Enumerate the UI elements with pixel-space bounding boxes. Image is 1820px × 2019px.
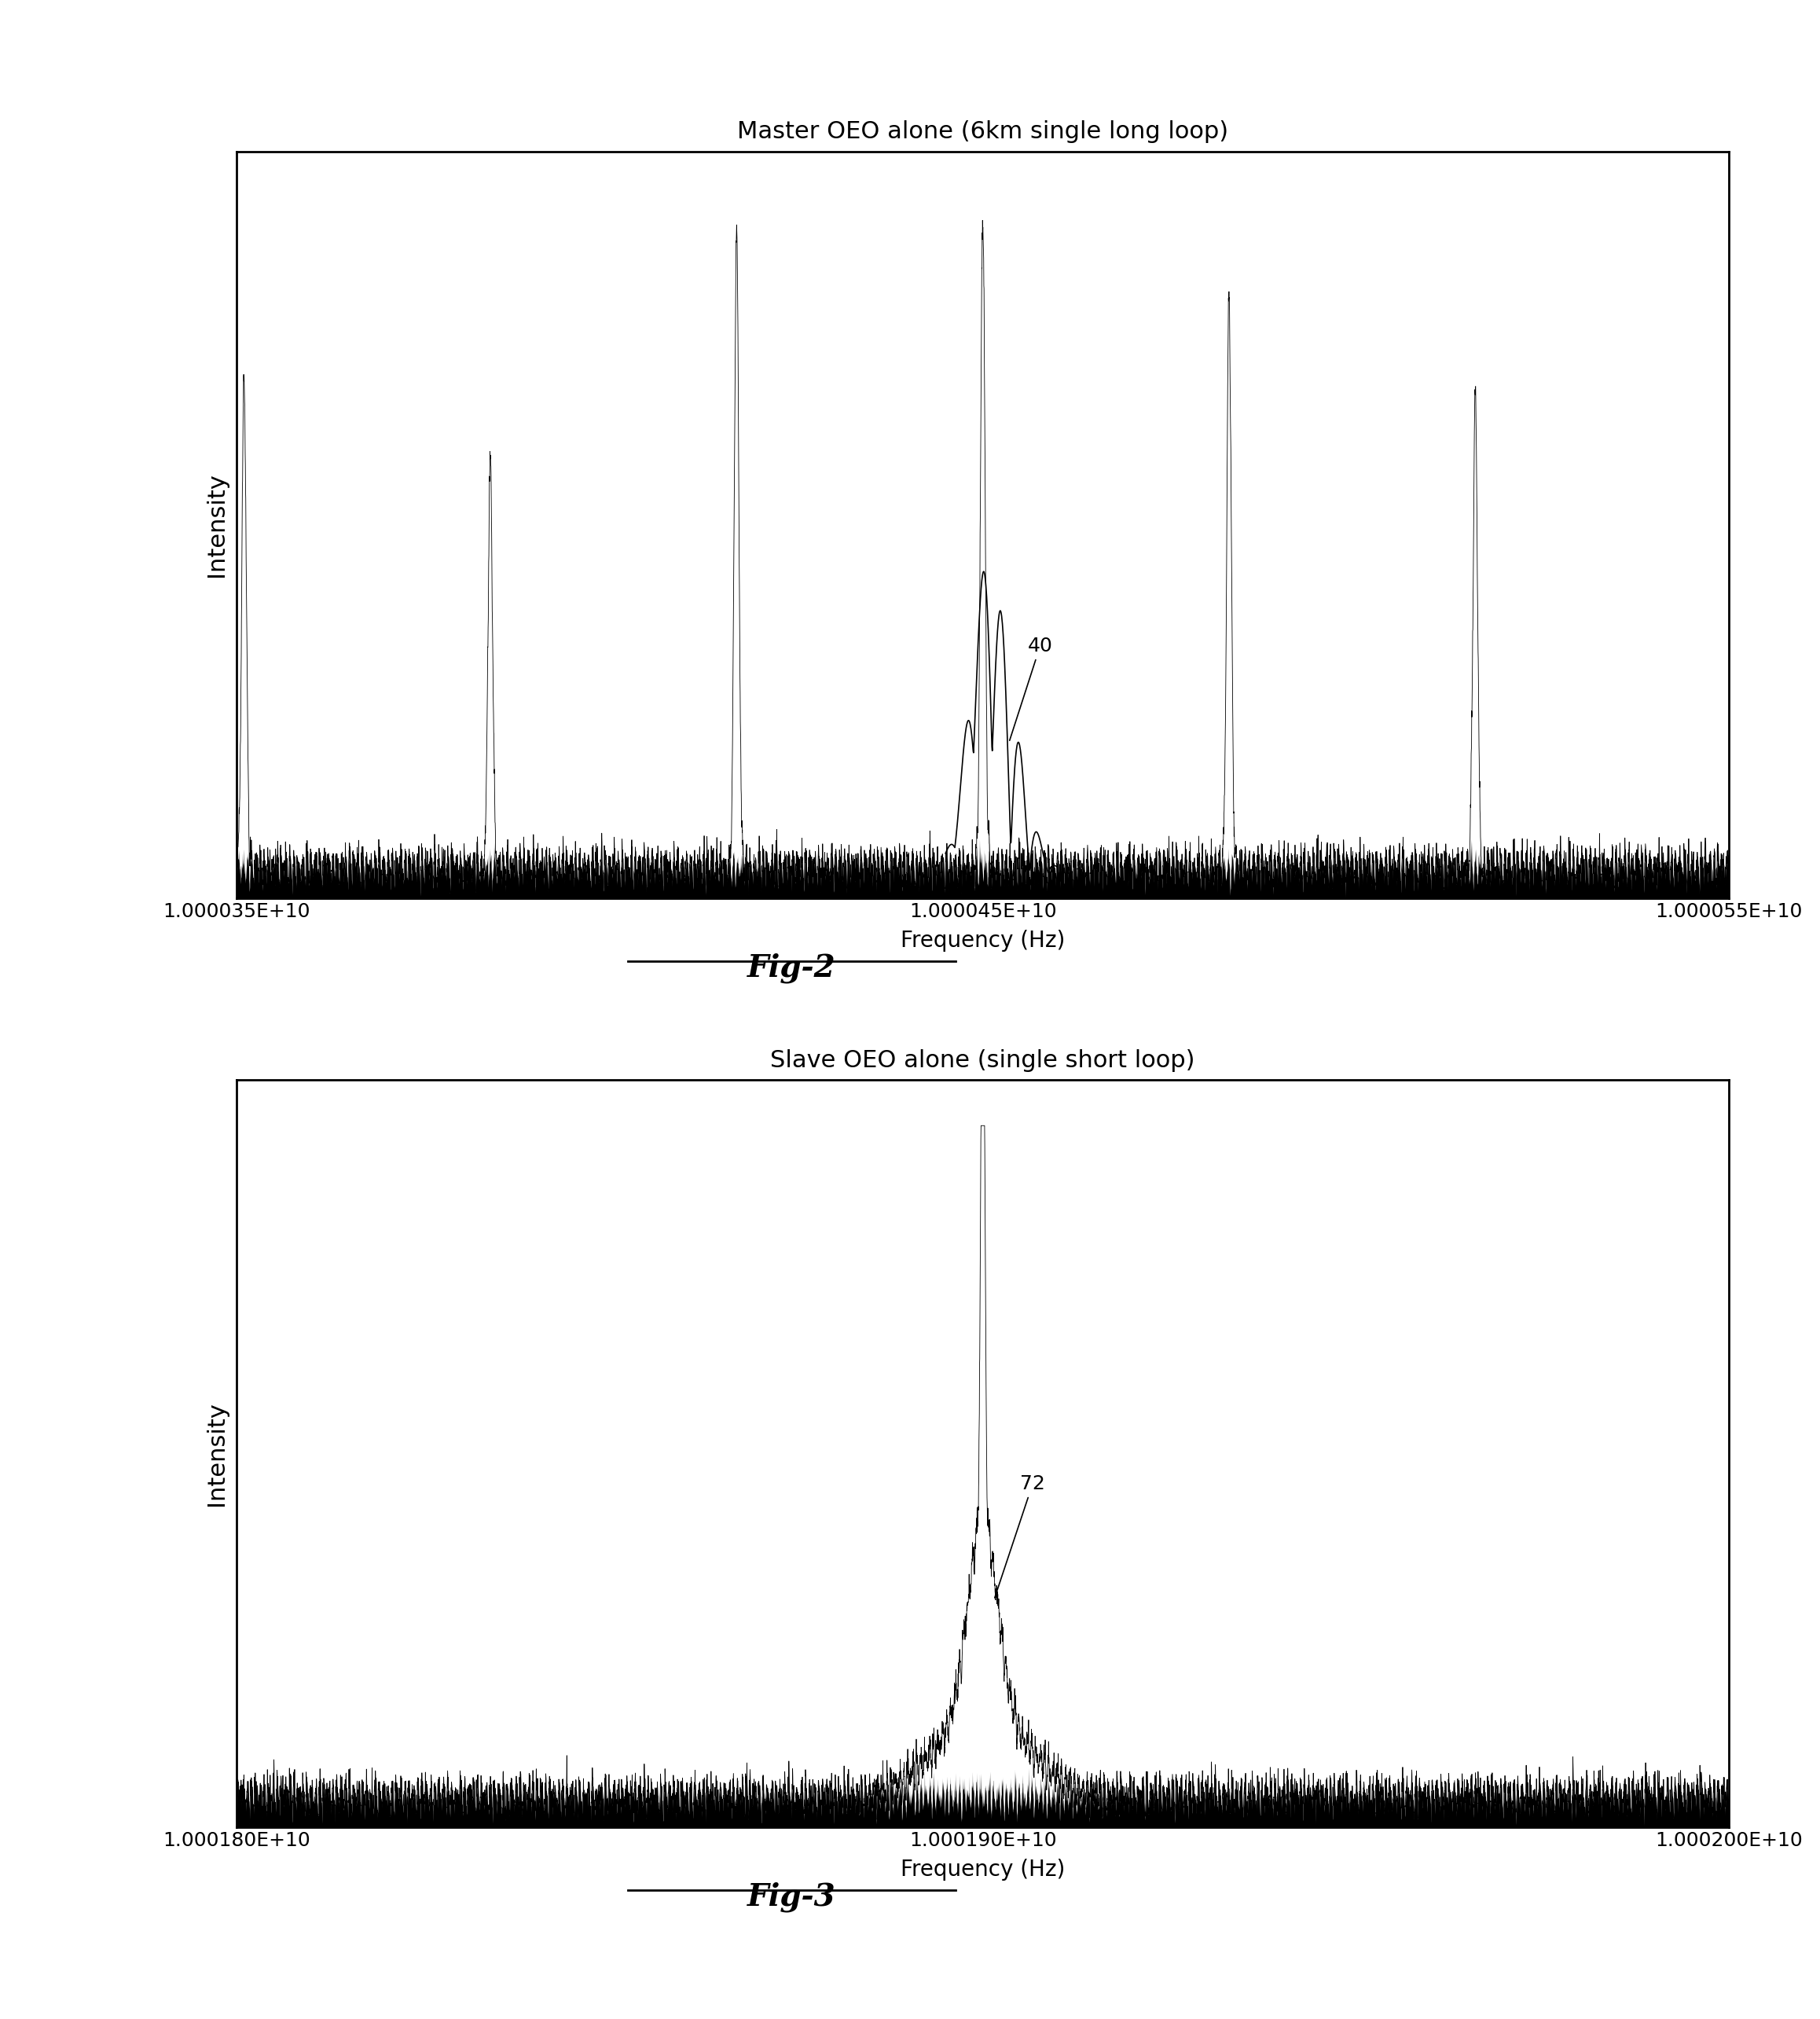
Title: Master OEO alone (6km single long loop): Master OEO alone (6km single long loop) — [737, 121, 1229, 143]
Y-axis label: Intensity: Intensity — [206, 472, 228, 577]
Text: 40: 40 — [1010, 636, 1052, 741]
X-axis label: Frequency (Hz): Frequency (Hz) — [901, 1859, 1065, 1880]
Text: Fig-3: Fig-3 — [748, 1882, 835, 1912]
X-axis label: Frequency (Hz): Frequency (Hz) — [901, 931, 1065, 951]
Title: Slave OEO alone (single short loop): Slave OEO alone (single short loop) — [770, 1050, 1196, 1072]
Text: Fig-2: Fig-2 — [748, 953, 835, 983]
Text: 72: 72 — [996, 1474, 1045, 1597]
Y-axis label: Intensity: Intensity — [206, 1401, 228, 1506]
